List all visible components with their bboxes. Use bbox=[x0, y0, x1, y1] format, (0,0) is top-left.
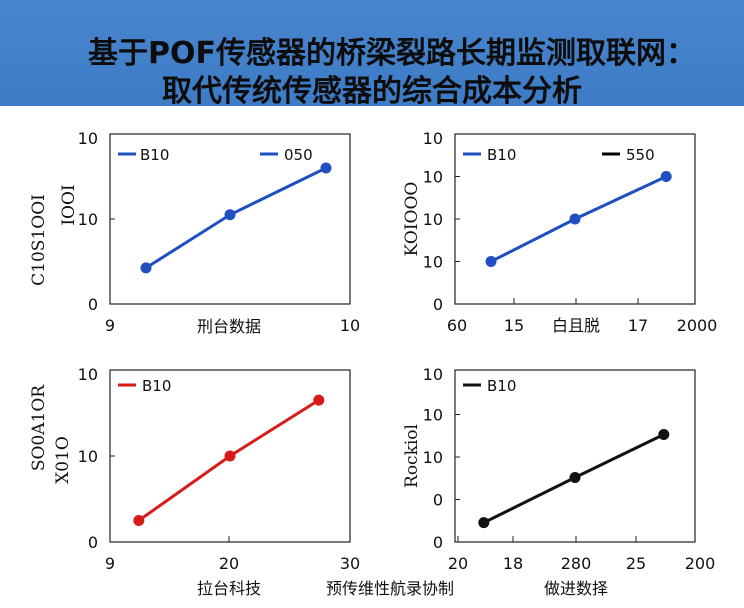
data-point-top-left bbox=[224, 209, 236, 221]
y-axis-label-top-left: C10S1OOI bbox=[29, 194, 49, 286]
x-tick-label-top-right: 60 bbox=[447, 316, 467, 335]
y-axis-label-bottom-right: Rockiol bbox=[402, 424, 422, 488]
y-tick-label-top-left: 0 bbox=[88, 295, 98, 314]
data-point-bottom-left bbox=[313, 394, 325, 406]
x-tick-label-bottom-left: 20 bbox=[219, 554, 239, 573]
y-tick-label-bottom-left: 10 bbox=[78, 365, 98, 384]
legend-label-bottom-right: B10 bbox=[487, 377, 516, 395]
data-point-top-right bbox=[660, 171, 672, 182]
title-banner bbox=[0, 0, 744, 106]
x-tick-label-top-left: 9 bbox=[105, 316, 115, 335]
x-tick-label-top-right: 15 bbox=[504, 316, 524, 335]
page-title-line-1: 基于POF传感器的桥梁裂路长期监测取联网： bbox=[88, 36, 696, 71]
y-axis-label-bottom-left: X01O bbox=[53, 436, 73, 484]
y-tick-label-top-left: 10 bbox=[78, 210, 98, 229]
legend-label-top-left: 050 bbox=[284, 146, 313, 164]
legend-label-top-right: B10 bbox=[487, 146, 516, 164]
data-point-bottom-right bbox=[478, 517, 490, 529]
data-point-bottom-left bbox=[133, 515, 145, 526]
x-axis-label-bottom-left: 拉台科技 bbox=[197, 579, 261, 598]
y-tick-label-top-right: 10 bbox=[423, 210, 443, 229]
x-tick-label-bottom-right: 200 bbox=[685, 554, 716, 573]
footer-label: 预传维性航录协制 bbox=[326, 579, 454, 598]
y-tick-label-top-right: 10 bbox=[423, 253, 443, 272]
plot-frame-bottom-right bbox=[454, 369, 696, 543]
y-tick-label-bottom-right: 0 bbox=[433, 533, 443, 552]
legend-label-top-right: 550 bbox=[626, 146, 655, 164]
x-tick-label-bottom-right: 20 bbox=[448, 554, 468, 573]
legend-label-top-left: B10 bbox=[140, 146, 169, 164]
series-line-top-left bbox=[145, 166, 327, 270]
x-tick-label-top-right: 17 bbox=[628, 316, 648, 335]
x-tick-label-bottom-right: 25 bbox=[626, 554, 646, 573]
legend-label-bottom-left: B10 bbox=[142, 377, 171, 395]
y-tick-label-bottom-right: 10 bbox=[423, 448, 443, 467]
data-point-bottom-right bbox=[658, 429, 670, 440]
y-tick-label-bottom-right: 10 bbox=[423, 365, 443, 384]
x-tick-label-top-right: 2000 bbox=[677, 316, 718, 335]
y-tick-label-top-right: 10 bbox=[423, 129, 443, 148]
page-title-line-2: 取代传统传感器的综合成本分析 bbox=[162, 74, 582, 109]
data-point-bottom-right bbox=[569, 472, 581, 483]
x-tick-label-bottom-left: 30 bbox=[340, 554, 360, 573]
y-tick-label-bottom-right: 0 bbox=[433, 491, 443, 510]
x-tick-label-bottom-right: 18 bbox=[503, 554, 523, 573]
data-point-top-left bbox=[320, 162, 332, 174]
y-tick-label-bottom-left: 10 bbox=[78, 447, 98, 466]
y-tick-label-top-right: 10 bbox=[423, 168, 443, 187]
y-tick-label-top-right: 0 bbox=[433, 295, 443, 314]
y-axis-label-bottom-left: SO0A1OR bbox=[29, 384, 49, 471]
x-axis-label-top-left: 刑台数据 bbox=[197, 317, 261, 336]
y-axis-label-top-left: IOOI bbox=[59, 184, 79, 225]
data-point-top-right bbox=[569, 213, 581, 225]
x-tick-label-top-right: 白且脱 bbox=[552, 316, 600, 335]
y-tick-label-bottom-right: 10 bbox=[423, 406, 443, 425]
data-point-top-right bbox=[485, 256, 497, 267]
y-tick-label-bottom-left: 0 bbox=[88, 533, 98, 552]
y-tick-label-top-left: 10 bbox=[78, 129, 98, 148]
data-point-top-left bbox=[140, 262, 152, 274]
y-axis-label-top-right: KOIOOO bbox=[402, 182, 422, 257]
x-axis-label-bottom-right: 做进数择 bbox=[544, 579, 608, 598]
x-tick-label-top-left: 10 bbox=[340, 316, 360, 335]
data-point-bottom-left bbox=[224, 450, 236, 462]
x-tick-label-bottom-right: 280 bbox=[561, 554, 592, 573]
x-tick-label-bottom-left: 9 bbox=[105, 554, 115, 573]
